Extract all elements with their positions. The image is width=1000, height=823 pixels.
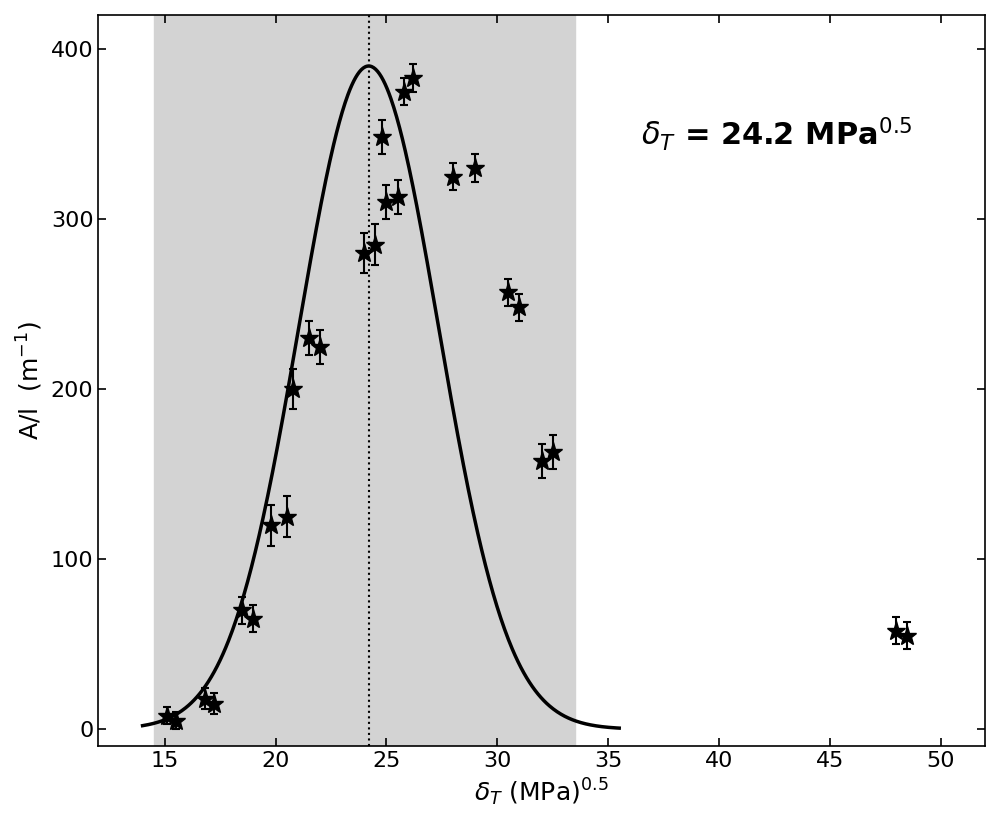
Y-axis label: A/l  (m$^{-1}$): A/l (m$^{-1}$) (15, 321, 45, 440)
Bar (154, 15, 575, 746)
X-axis label: $\delta_T$ (MPa)$^{0.5}$: $\delta_T$ (MPa)$^{0.5}$ (474, 777, 609, 808)
Text: $\delta_T$ = 24.2 MPa$^{0.5}$: $\delta_T$ = 24.2 MPa$^{0.5}$ (641, 115, 913, 153)
